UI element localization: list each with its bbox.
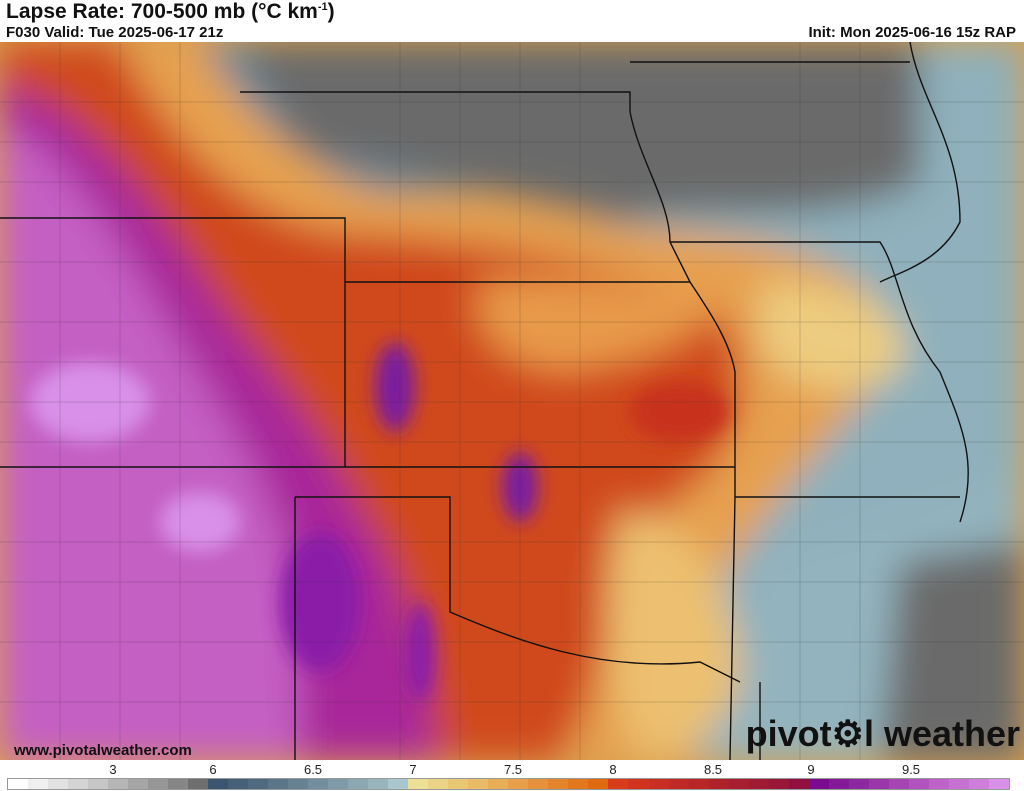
colorbar-tick: 9 (807, 762, 815, 777)
colorbar-cell (768, 779, 789, 789)
colorbar-tick: 6 (209, 762, 217, 777)
colorbar-tick: 3 (109, 762, 117, 777)
border-mississippi-river (879, 42, 961, 283)
colorbar (7, 778, 1010, 790)
border-south-dakota (240, 91, 631, 112)
colorbar-tick: 6.5 (303, 762, 323, 777)
colorbar-tick: 8 (609, 762, 617, 777)
county-grid (0, 42, 1024, 760)
colorbar-cell (708, 779, 729, 789)
title-text: Lapse Rate: 700-500 mb (°C km (6, 0, 318, 23)
website-url[interactable]: www.pivotalweather.com (14, 742, 192, 759)
colorbar-cell (108, 779, 129, 789)
colorbar-ticks: 3 6 6.5 7 7.5 8 8.5 9 9.5 (0, 762, 1024, 778)
colorbar-cell (288, 779, 309, 789)
lapse-rate-field (0, 42, 1024, 760)
colorbar-cell (88, 779, 109, 789)
init-time: Init: Mon 2025-06-16 15z RAP (808, 24, 1016, 41)
colorbar-cell (648, 779, 669, 789)
title-superscript: -1 (317, 1, 328, 13)
colorbar-cell (148, 779, 169, 789)
colorbar-cell (508, 779, 529, 789)
colorbar-cell (748, 779, 769, 789)
gear-icon: ⚙ (831, 713, 864, 754)
colorbar-cell (468, 779, 489, 789)
colorbar-cell (168, 779, 189, 789)
logo-text-left: pivot (745, 713, 832, 754)
colorbar-cell (368, 779, 389, 789)
colorbar-cell (308, 779, 329, 789)
colorbar-tick: 8.5 (703, 762, 723, 777)
colorbar-cell (668, 779, 689, 789)
colorbar-cell (808, 779, 829, 789)
colorbar-cell (868, 779, 889, 789)
colorbar-cell (388, 779, 409, 789)
border-colorado-north (0, 217, 346, 467)
pivotal-weather-logo: pivot⚙l weather (746, 714, 1020, 754)
colorbar-cell (428, 779, 449, 789)
border-oklahoma-texas (295, 496, 741, 683)
colorbar-cell (128, 779, 149, 789)
colorbar-cell (928, 779, 949, 789)
colorbar-cell (548, 779, 569, 789)
colorbar-cell (48, 779, 69, 789)
border-iowa-missouri (670, 241, 969, 523)
logo-text-right: l weather (863, 713, 1020, 754)
colorbar-cell (588, 779, 609, 789)
colorbar-cell (948, 779, 969, 789)
colorbar-cell (528, 779, 549, 789)
map-title: Lapse Rate: 700-500 mb (°C km-1) (6, 1, 335, 23)
colorbar-cell (888, 779, 909, 789)
colorbar-cell (408, 779, 429, 789)
colorbar-cell (28, 779, 49, 789)
colorbar-cell (248, 779, 269, 789)
colorbar-cell (728, 779, 749, 789)
colorbar-tick: 9.5 (901, 762, 921, 777)
title-end: ) (327, 0, 335, 23)
colorbar-cell (208, 779, 229, 789)
colorbar-cell (608, 779, 629, 789)
colorbar-cell (8, 779, 29, 789)
colorbar-cell (448, 779, 469, 789)
colorbar-cell (568, 779, 589, 789)
colorbar-cell (228, 779, 249, 789)
colorbar-cell (348, 779, 369, 789)
colorbar-cell (328, 779, 349, 789)
state-borders (0, 42, 969, 760)
colorbar-cell (788, 779, 809, 789)
colorbar-cell (268, 779, 289, 789)
colorbar-cell (688, 779, 709, 789)
valid-time: F030 Valid: Tue 2025-06-17 21z (6, 24, 224, 41)
lapse-rate-map[interactable] (0, 42, 1024, 760)
colorbar-tick: 7.5 (503, 762, 523, 777)
colorbar-cell (968, 779, 989, 789)
colorbar-cell (988, 779, 1009, 789)
colorbar-cell (188, 779, 209, 789)
border-missouri-west (629, 111, 736, 760)
colorbar-cell (908, 779, 929, 789)
colorbar-cell (828, 779, 849, 789)
colorbar-cell (848, 779, 869, 789)
colorbar-cell (68, 779, 89, 789)
colorbar-tick: 7 (409, 762, 417, 777)
colorbar-cell (488, 779, 509, 789)
colorbar-cell (628, 779, 649, 789)
